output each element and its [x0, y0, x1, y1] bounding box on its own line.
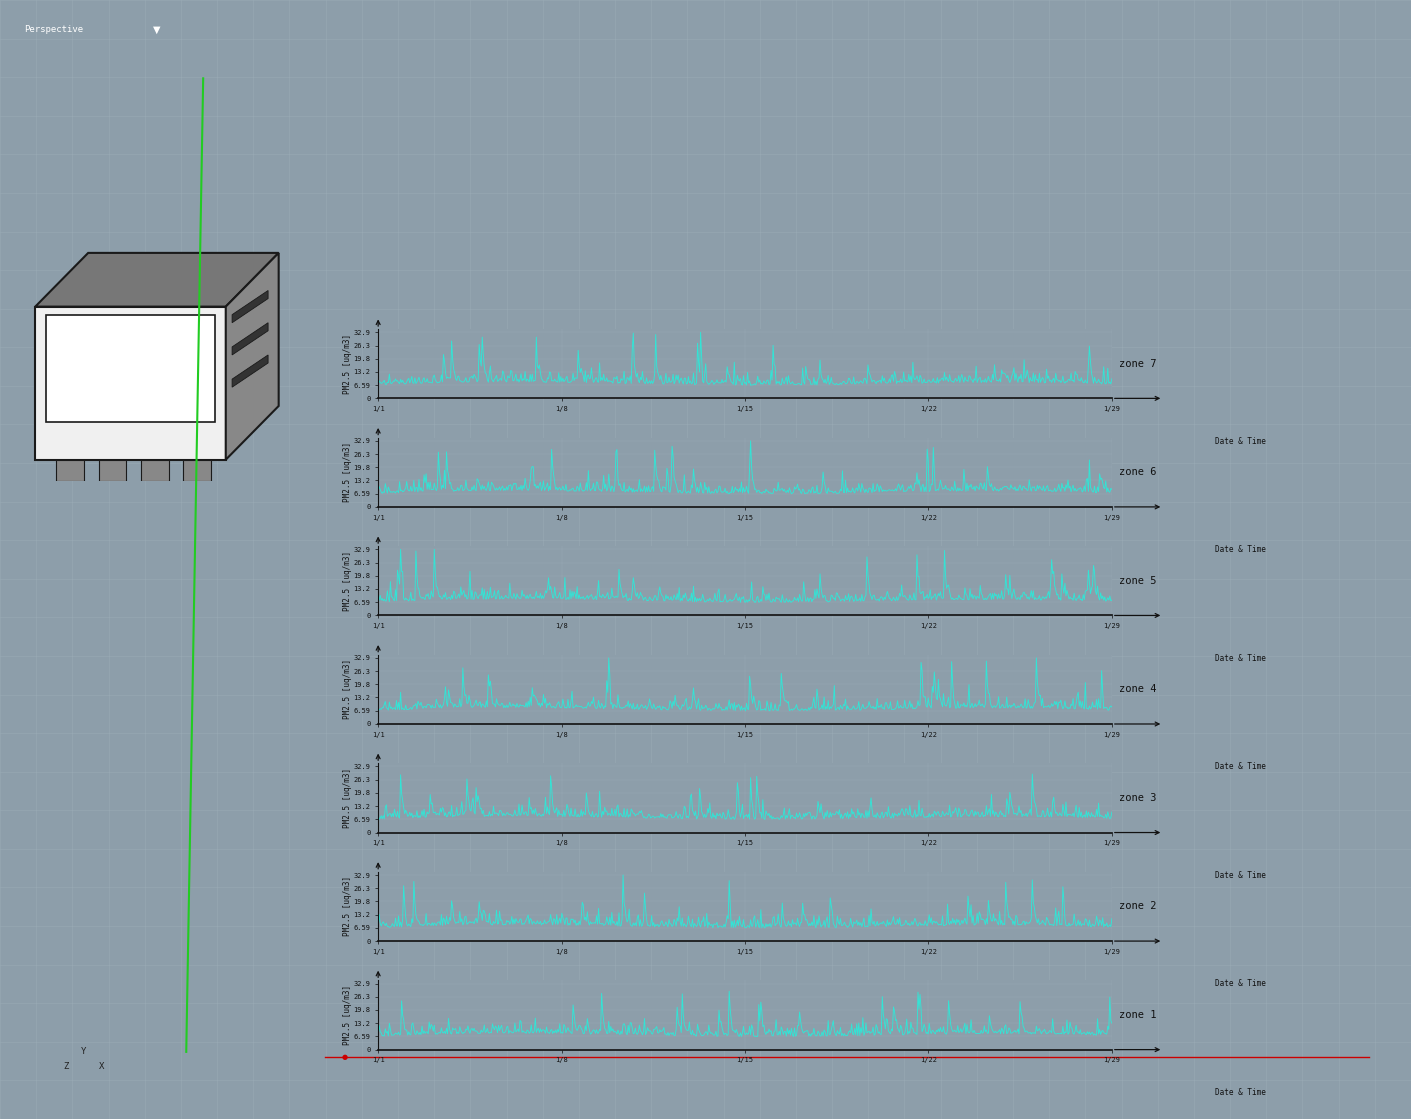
Text: zone 2: zone 2	[1119, 902, 1157, 911]
Polygon shape	[35, 307, 226, 460]
Polygon shape	[233, 322, 268, 355]
Polygon shape	[226, 253, 279, 460]
Y-axis label: PM2.5 [uq/m3]: PM2.5 [uq/m3]	[343, 551, 353, 611]
Polygon shape	[233, 291, 268, 322]
Text: Date & Time: Date & Time	[1215, 545, 1266, 554]
Text: zone 4: zone 4	[1119, 685, 1157, 694]
Text: ▼: ▼	[152, 25, 161, 35]
Bar	[99, 460, 127, 481]
Text: zone 7: zone 7	[1119, 359, 1157, 368]
Bar	[56, 460, 85, 481]
Text: X: X	[99, 1062, 104, 1071]
Polygon shape	[35, 253, 279, 307]
Y-axis label: PM2.5 [uq/m3]: PM2.5 [uq/m3]	[343, 876, 353, 937]
Y-axis label: PM2.5 [uq/m3]: PM2.5 [uq/m3]	[343, 442, 353, 502]
Y-axis label: PM2.5 [uq/m3]: PM2.5 [uq/m3]	[343, 333, 353, 394]
Text: Date & Time: Date & Time	[1215, 762, 1266, 771]
Text: Date & Time: Date & Time	[1215, 653, 1266, 662]
Text: Date & Time: Date & Time	[1215, 1088, 1266, 1097]
Bar	[183, 460, 212, 481]
Text: Y: Y	[80, 1047, 86, 1056]
Text: zone 6: zone 6	[1119, 468, 1157, 477]
Y-axis label: PM2.5 [uq/m3]: PM2.5 [uq/m3]	[343, 985, 353, 1045]
Text: Date & Time: Date & Time	[1215, 871, 1266, 880]
Polygon shape	[45, 314, 216, 422]
Y-axis label: PM2.5 [uq/m3]: PM2.5 [uq/m3]	[343, 768, 353, 828]
Text: Date & Time: Date & Time	[1215, 436, 1266, 445]
Text: zone 5: zone 5	[1119, 576, 1157, 585]
Text: Z: Z	[63, 1062, 69, 1071]
Text: ●: ●	[341, 1054, 347, 1061]
Bar	[141, 460, 169, 481]
Text: zone 3: zone 3	[1119, 793, 1157, 802]
Text: zone 1: zone 1	[1119, 1010, 1157, 1019]
Polygon shape	[233, 355, 268, 387]
Text: Perspective: Perspective	[24, 25, 83, 35]
Text: Date & Time: Date & Time	[1215, 979, 1266, 988]
Y-axis label: PM2.5 [uq/m3]: PM2.5 [uq/m3]	[343, 659, 353, 720]
